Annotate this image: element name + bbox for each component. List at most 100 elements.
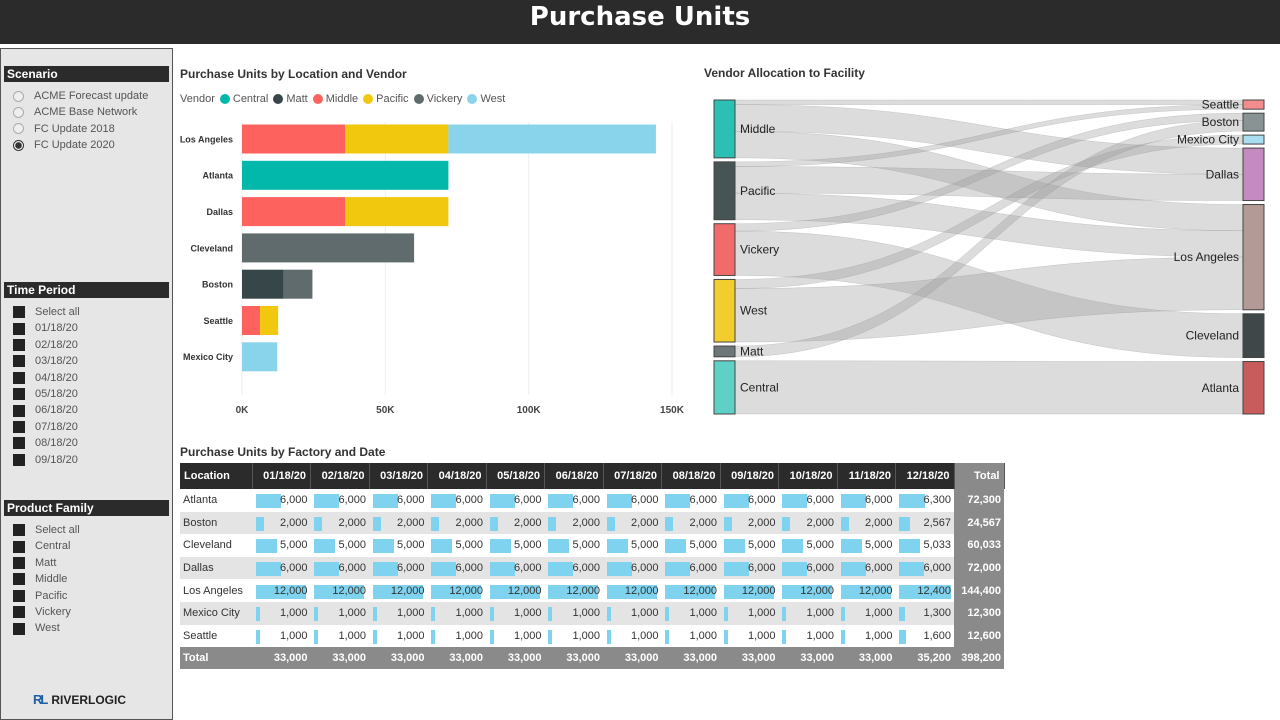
matrix-column-header[interactable]: 09/18/20 [720, 463, 779, 489]
bar-segment[interactable] [345, 197, 449, 227]
bar-segment[interactable] [260, 306, 279, 335]
product-family-option[interactable]: Pacific [13, 588, 80, 604]
checkbox-icon[interactable] [13, 622, 25, 635]
sankey-source-node[interactable] [713, 345, 736, 358]
checkbox-icon[interactable] [13, 556, 25, 569]
matrix-column-header[interactable]: 10/18/20 [778, 463, 838, 489]
checkbox-icon[interactable] [13, 371, 25, 384]
radio-unselected-icon[interactable] [13, 107, 24, 119]
matrix-column-header[interactable]: 07/18/20 [603, 463, 662, 489]
time-period-option[interactable]: 03/18/20 [13, 353, 80, 369]
matrix-column-header[interactable]: 08/18/20 [661, 463, 721, 489]
checkbox-icon[interactable] [13, 338, 25, 351]
matrix-column-header[interactable]: 06/18/20 [544, 463, 604, 489]
radio-unselected-icon[interactable] [13, 90, 24, 102]
scenario-option[interactable]: ACME Forecast update [13, 88, 148, 104]
product-family-option[interactable]: Central [13, 538, 80, 554]
product-family-option[interactable]: Vickery [13, 604, 80, 620]
product-family-option[interactable]: Middle [13, 571, 80, 587]
matrix-column-header[interactable]: 11/18/20 [837, 463, 896, 489]
sankey-link[interactable] [734, 99, 1244, 105]
sankey-source-node[interactable] [713, 278, 736, 343]
matrix-cell: 5,000 [427, 534, 486, 557]
x-tick-label: 0K [236, 405, 250, 416]
checkbox-icon[interactable] [13, 306, 25, 319]
matrix-column-header[interactable]: 02/18/20 [310, 463, 370, 489]
matrix-column-header[interactable]: 05/18/20 [486, 463, 545, 489]
time-period-option[interactable]: 06/18/20 [13, 402, 80, 418]
matrix-column-header[interactable]: 03/18/20 [369, 463, 428, 489]
checkbox-icon[interactable] [13, 355, 25, 368]
sankey-source-node[interactable] [713, 99, 736, 159]
checkbox-icon[interactable] [13, 420, 25, 433]
product-family-option-label: Middle [35, 573, 68, 586]
matrix-cell: 5,000 [837, 534, 896, 557]
scenario-option[interactable]: ACME Base Network [13, 104, 148, 120]
checkbox-icon[interactable] [13, 404, 25, 417]
data-bar [314, 629, 319, 644]
bar-segment[interactable] [283, 269, 313, 299]
sankey-link[interactable] [734, 360, 1244, 415]
checkbox-icon[interactable] [13, 540, 25, 553]
checkbox-icon[interactable] [13, 573, 25, 586]
time-period-option[interactable]: 09/18/20 [13, 452, 80, 468]
sankey-source-node[interactable] [713, 360, 736, 415]
product-family-option[interactable]: Select all [13, 522, 80, 538]
checkbox-icon[interactable] [13, 606, 25, 619]
sankey-target-node[interactable] [1242, 134, 1265, 145]
time-period-option[interactable]: 05/18/20 [13, 386, 80, 402]
bar-segment[interactable] [242, 233, 415, 263]
radio-selected-icon[interactable] [13, 139, 24, 151]
bar-segment[interactable] [448, 124, 656, 154]
time-period-option[interactable]: 08/18/20 [13, 435, 80, 451]
sankey-target-node[interactable] [1242, 313, 1265, 359]
matrix-column-header[interactable]: Total [954, 463, 1005, 489]
sankey-target-node[interactable] [1242, 361, 1265, 415]
legend-item[interactable]: Central [219, 93, 268, 105]
bar-segment[interactable] [242, 197, 346, 227]
data-bar-cell: 5,033 [899, 537, 951, 554]
bar-segment[interactable] [345, 124, 449, 154]
time-period-option-label: 06/18/20 [35, 404, 78, 417]
checkbox-icon[interactable] [13, 437, 25, 450]
checkbox-icon[interactable] [13, 453, 25, 466]
sankey-target-node[interactable] [1242, 112, 1265, 132]
checkbox-icon[interactable] [13, 388, 25, 401]
scenario-option[interactable]: FC Update 2020 [13, 137, 148, 153]
matrix-column-header[interactable]: 04/18/20 [427, 463, 487, 489]
sankey-target-node[interactable] [1242, 204, 1265, 311]
sankey-target-node[interactable] [1242, 147, 1265, 202]
legend-item[interactable]: Pacific [363, 93, 409, 105]
legend-item[interactable]: Vickery [413, 93, 462, 105]
bar-segment[interactable] [242, 124, 346, 154]
matrix-column-header[interactable]: 12/18/20 [895, 463, 955, 489]
time-period-option[interactable]: 04/18/20 [13, 370, 80, 386]
sankey-source-node[interactable] [713, 223, 736, 276]
sankey-target-node[interactable] [1242, 99, 1265, 110]
matrix-cell-value: 12,000 [800, 584, 834, 597]
checkbox-icon[interactable] [13, 322, 25, 335]
bar-segment[interactable] [242, 342, 278, 372]
bar-segment[interactable] [242, 306, 261, 335]
radio-unselected-icon[interactable] [13, 123, 24, 135]
matrix-column-header[interactable]: 01/18/20 [252, 463, 311, 489]
sankey-source-node[interactable] [713, 161, 736, 221]
legend-item[interactable]: West [467, 93, 505, 105]
time-period-option[interactable]: Select all [13, 304, 80, 320]
page-header: Purchase Units [0, 0, 1280, 44]
checkbox-icon[interactable] [13, 589, 25, 602]
time-period-option[interactable]: 02/18/20 [13, 337, 80, 353]
bar-segment[interactable] [242, 269, 284, 299]
product-family-option[interactable]: West [13, 620, 80, 636]
legend-item[interactable]: Matt [273, 93, 308, 105]
product-family-option[interactable]: Matt [13, 555, 80, 571]
bar-segment[interactable] [242, 160, 449, 190]
matrix-column-header[interactable]: Location [180, 463, 253, 489]
time-period-option[interactable]: 01/18/20 [13, 320, 80, 336]
matrix-cell: 12,000 [486, 579, 545, 602]
time-period-option[interactable]: 07/18/20 [13, 419, 80, 435]
data-bar-cell: 6,000 [665, 492, 717, 509]
checkbox-icon[interactable] [13, 524, 25, 537]
legend-item[interactable]: Middle [312, 93, 358, 105]
scenario-option[interactable]: FC Update 2018 [13, 121, 148, 137]
